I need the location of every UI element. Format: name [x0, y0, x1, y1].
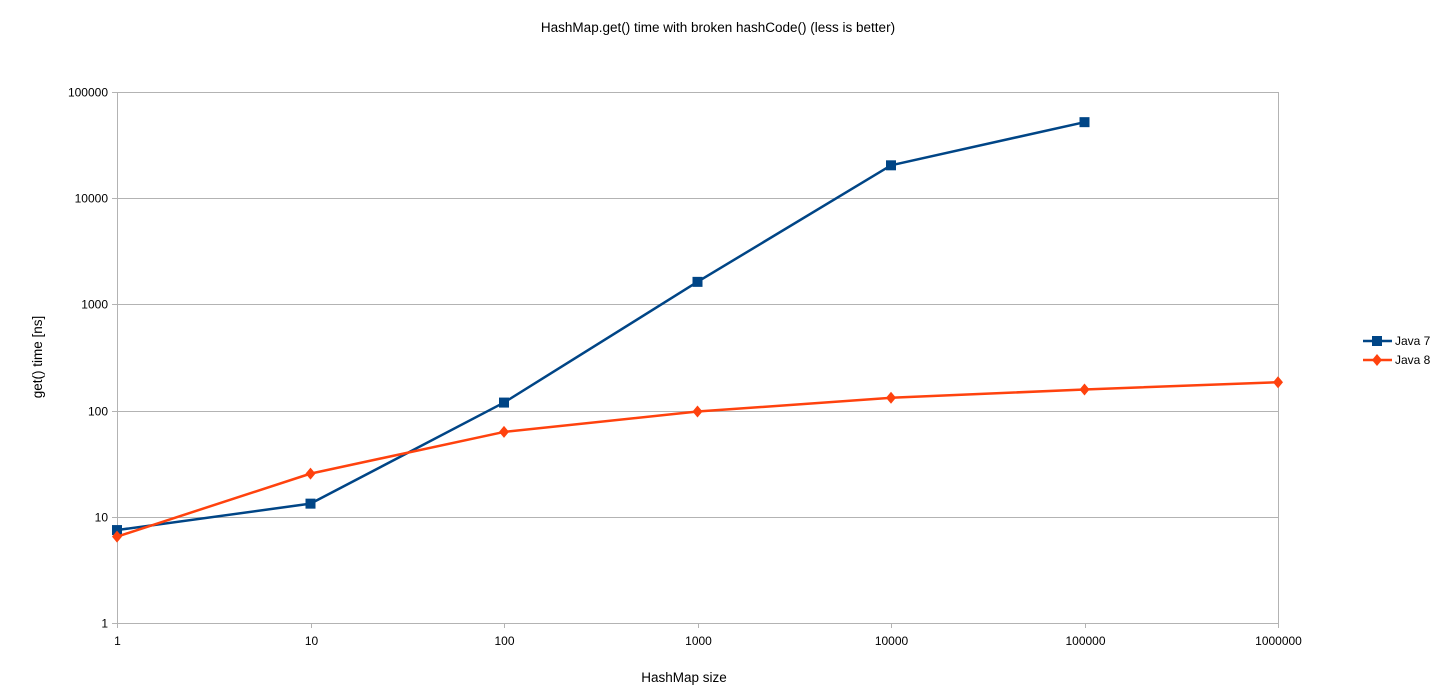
y-tick-label: 100000 — [68, 86, 108, 100]
chart-title: HashMap.get() time with broken hashCode(… — [541, 20, 895, 35]
x-axis-label: HashMap size — [641, 670, 727, 685]
legend-label: Java 8 — [1395, 353, 1431, 367]
axes — [117, 92, 1279, 628]
y-axis-label: get() time [ns] — [30, 316, 45, 399]
y-tick-label: 10000 — [75, 192, 109, 206]
series-java-8 — [112, 376, 1283, 543]
legend-item: Java 8 — [1363, 353, 1431, 367]
x-tick-label: 1 — [114, 634, 121, 648]
x-tick-label: 10 — [305, 634, 319, 648]
y-tick-label: 1 — [101, 617, 108, 631]
series-java-7 — [112, 117, 1090, 536]
x-tick-label: 1000000 — [1255, 634, 1302, 648]
legend-label: Java 7 — [1395, 334, 1431, 348]
y-tick-label: 100 — [88, 405, 108, 419]
x-tick-label: 100000 — [1065, 634, 1105, 648]
y-tick-label: 1000 — [81, 298, 108, 312]
x-tick-label: 1000 — [685, 634, 712, 648]
y-tick-label: 10 — [95, 511, 109, 525]
y-axis-ticks: 1 10 100 1000 10000 100000 — [68, 86, 117, 631]
gridlines — [117, 92, 1278, 624]
x-tick-label: 100 — [494, 634, 514, 648]
x-axis-ticks: 1 10 100 1000 10000 100000 1000000 — [114, 623, 1302, 648]
legend-item: Java 7 — [1363, 334, 1431, 348]
series-lines — [112, 117, 1283, 543]
legend: Java 7 Java 8 — [1363, 334, 1431, 367]
x-tick-label: 10000 — [875, 634, 909, 648]
